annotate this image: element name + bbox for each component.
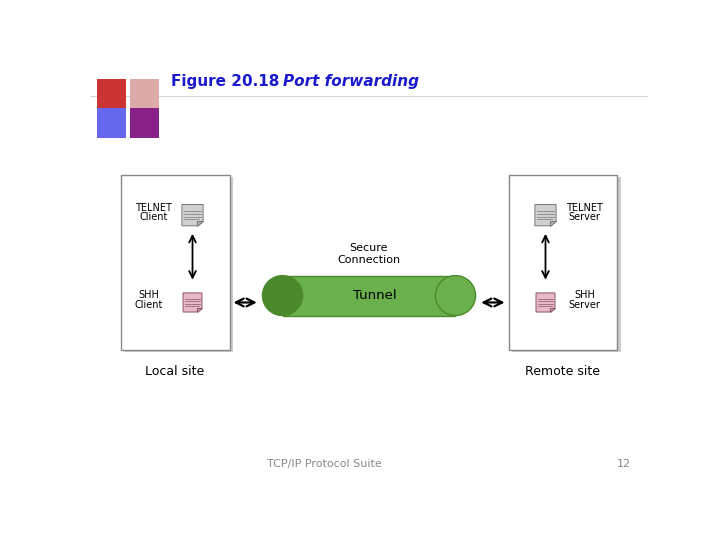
Text: 12: 12 [617,459,631,469]
Polygon shape [549,308,555,312]
Bar [130,78,158,109]
Text: TELNET: TELNET [135,202,172,213]
Polygon shape [197,308,202,312]
Text: Tunnel: Tunnel [353,289,397,302]
Bar [130,109,158,138]
Text: Client: Client [139,212,168,222]
Polygon shape [183,293,202,312]
Polygon shape [550,221,556,226]
Polygon shape [197,221,203,226]
Text: Figure 20.18: Figure 20.18 [171,74,279,89]
Polygon shape [536,293,555,312]
Text: Local site: Local site [145,366,204,379]
Text: TCP/IP Protocol Suite: TCP/IP Protocol Suite [267,459,382,469]
Text: Remote site: Remote site [526,366,600,379]
Bar [97,109,126,138]
Text: SHH: SHH [575,290,595,300]
Ellipse shape [262,275,302,315]
Polygon shape [535,205,556,226]
Bar [282,275,456,315]
Bar [124,178,233,352]
Text: Secure
Connection: Secure Connection [338,243,400,265]
Ellipse shape [436,275,476,315]
Text: Server: Server [569,212,600,222]
Bar [97,78,126,109]
Bar [121,175,230,349]
Text: Client: Client [135,300,163,309]
Text: SHH: SHH [138,290,159,300]
Bar [508,175,617,349]
Polygon shape [182,205,203,226]
Bar [512,178,621,352]
Text: TELNET: TELNET [566,202,603,213]
Text: Server: Server [569,300,600,309]
Text: Port forwarding: Port forwarding [282,74,418,89]
